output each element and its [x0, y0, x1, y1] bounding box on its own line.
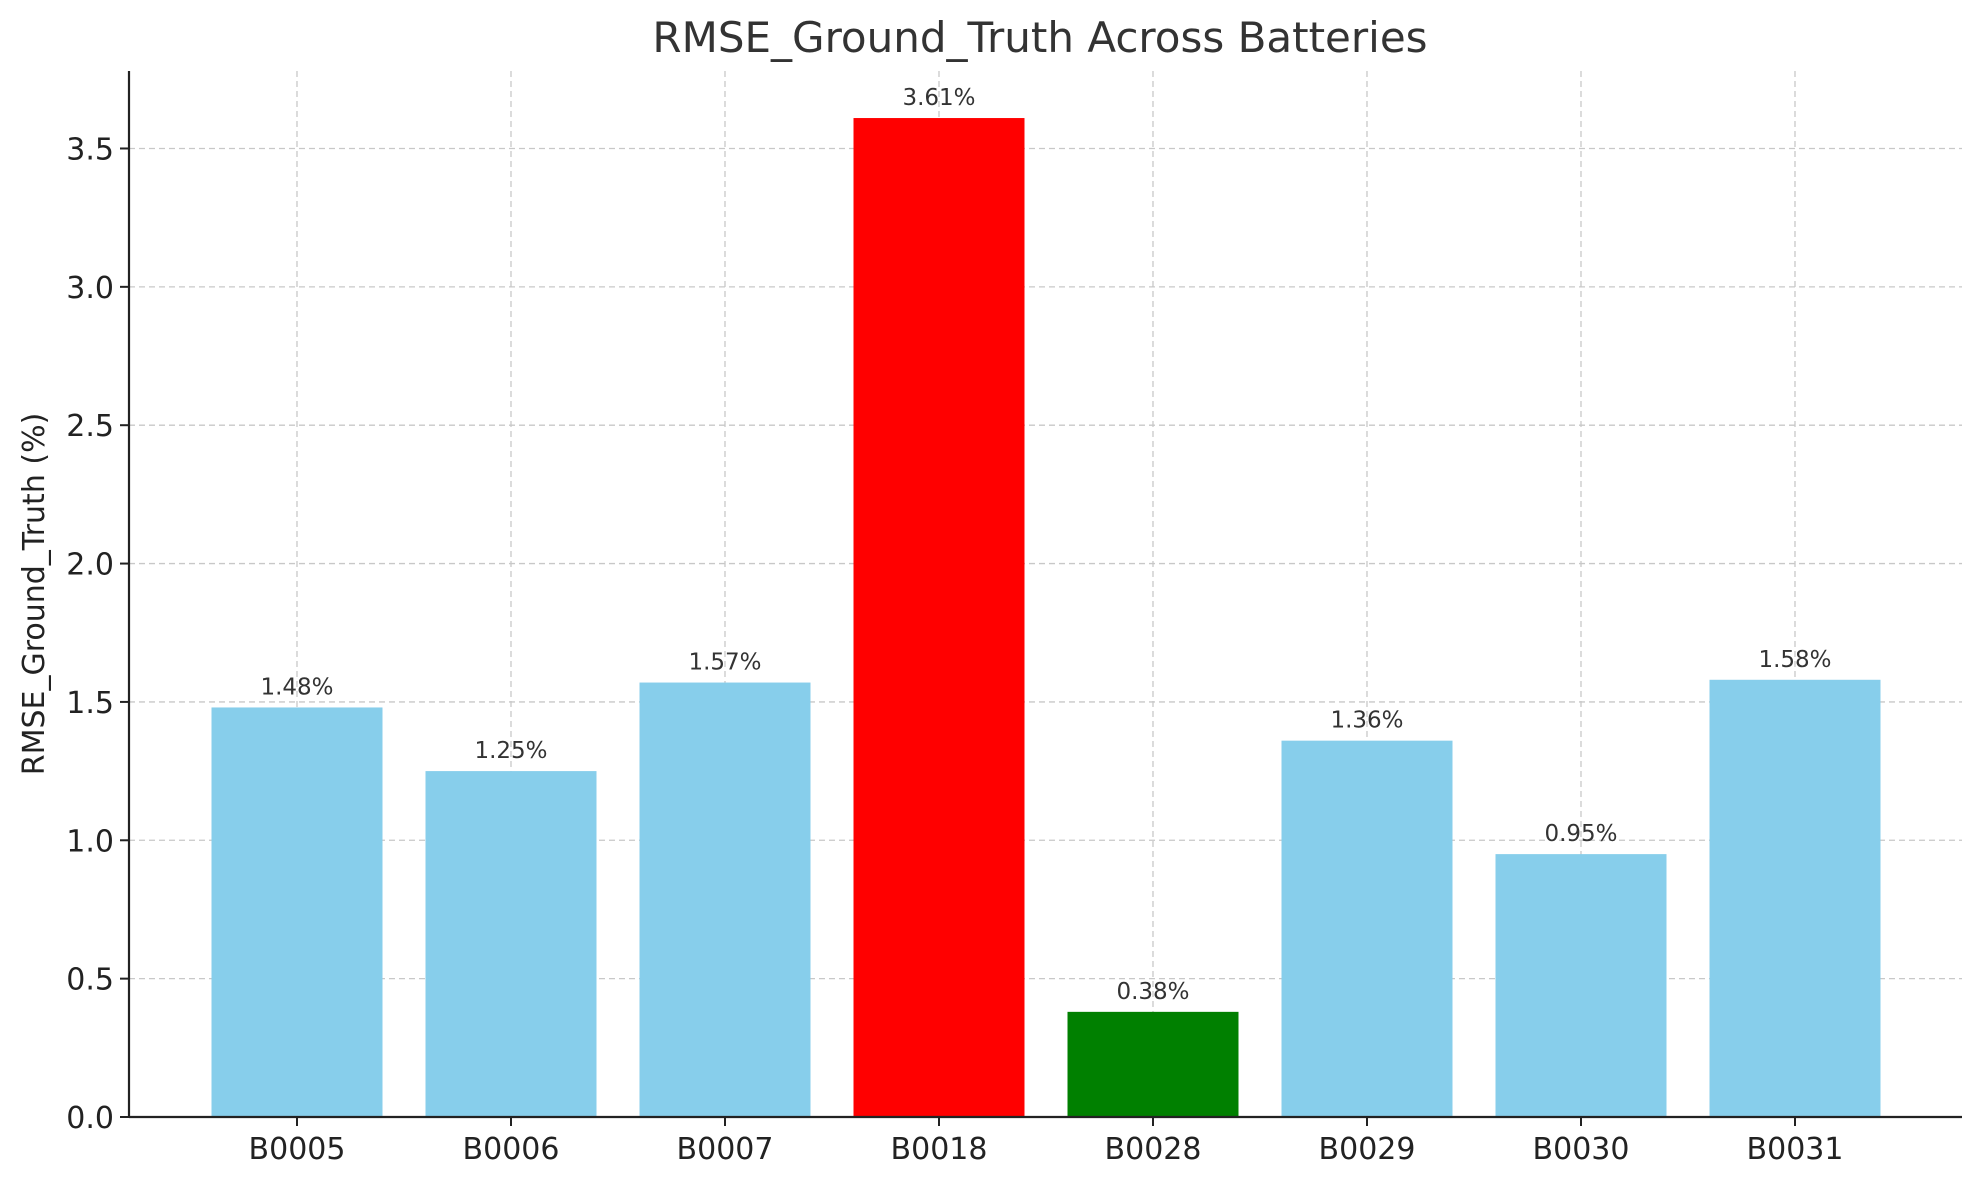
bar-b0006 [425, 771, 597, 1117]
y-tick-label: 3.5 [66, 132, 114, 167]
data-label: 0.38% [1116, 979, 1189, 1005]
x-tick-label: B0030 [1533, 1132, 1630, 1167]
x-tick-label: B0018 [891, 1132, 988, 1167]
labels-layer: 0.0 0.5 1.0 1.5 2.0 2.5 3.0 3.5 1.48% B0005 1.25% B… [66, 85, 1843, 1167]
y-tick-label: 0.0 [66, 1101, 114, 1136]
bar-b0018 [853, 118, 1025, 1117]
data-label: 1.57% [688, 650, 761, 676]
data-label: 1.48% [260, 674, 333, 700]
data-label: 1.36% [1330, 708, 1403, 734]
y-tick-label: 1.5 [66, 686, 114, 721]
y-tick-label: 0.5 [66, 963, 114, 998]
chart-title: RMSE_Ground_Truth Across Batteries [652, 13, 1427, 62]
axes-layer [120, 71, 1962, 1126]
bar-b0028 [1067, 1011, 1239, 1117]
y-tick-label: 2.0 [66, 548, 114, 583]
grid-layer [129, 71, 1962, 1118]
y-axis-label: RMSE_Ground_Truth (%) [17, 413, 52, 776]
data-label: 3.61% [902, 85, 975, 111]
x-tick-label: B0007 [677, 1132, 774, 1167]
x-tick-label: B0006 [463, 1132, 560, 1167]
x-tick-label: B0028 [1105, 1132, 1202, 1167]
bar-b0031 [1709, 679, 1881, 1117]
x-tick-label: B0031 [1747, 1132, 1844, 1167]
bar-b0007 [639, 682, 811, 1117]
data-label: 1.58% [1758, 647, 1831, 673]
bar-b0030 [1495, 854, 1667, 1117]
bar-b0029 [1281, 740, 1453, 1117]
y-tick-label: 3.0 [66, 271, 114, 306]
y-tick-label: 2.5 [66, 409, 114, 444]
data-label: 0.95% [1544, 821, 1617, 847]
bar-b0005 [211, 707, 383, 1117]
x-tick-label: B0029 [1319, 1132, 1416, 1167]
bars-layer [211, 118, 1881, 1117]
data-label: 1.25% [474, 738, 547, 764]
y-tick-label: 1.0 [66, 824, 114, 859]
x-tick-label: B0005 [249, 1132, 346, 1167]
